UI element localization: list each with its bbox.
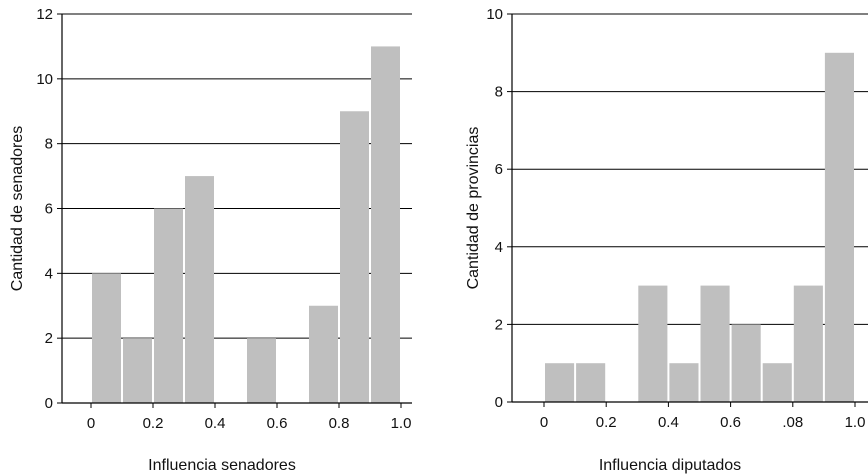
bar — [92, 273, 121, 403]
y-tick-label: 8 — [45, 136, 53, 153]
diputados-histogram: 0 2 4 6 8 10 0 0.2 0.4 0.6 .08 1.0 Influencia diputa… — [465, 6, 868, 474]
y-axis-title: Cantidad de senadores — [9, 126, 26, 291]
y-tick-label: 10 — [486, 6, 503, 23]
x-tick-label: 0.4 — [205, 415, 226, 432]
y-tick-label: 4 — [45, 265, 53, 282]
y-tick-label: 2 — [45, 330, 53, 347]
x-axis-title: Influencia senadores — [148, 457, 296, 474]
senadores-histogram: 0 2 4 6 8 10 12 0 0.2 0.4 0.6 0.8 1.0 Influencia sena… — [9, 6, 412, 474]
x-tick-label: 0.6 — [720, 414, 741, 431]
y-tick-label: 6 — [45, 201, 53, 218]
x-tick-label: 0.4 — [658, 414, 679, 431]
bar — [185, 176, 214, 403]
x-tick-label: 0.2 — [596, 414, 617, 431]
y-tick-label: 10 — [36, 71, 53, 88]
bar — [545, 363, 575, 402]
bar — [700, 285, 730, 402]
x-tick-label: 1.0 — [391, 415, 412, 432]
y-tick-label: 4 — [495, 239, 503, 256]
bar — [154, 208, 183, 403]
bar — [731, 324, 761, 402]
y-tick-label: 0 — [45, 395, 53, 412]
bar — [340, 111, 369, 403]
x-axis-title: Influencia diputados — [599, 457, 741, 474]
y-tick-label: 12 — [36, 6, 53, 23]
bar — [576, 363, 606, 402]
bar — [371, 46, 400, 404]
x-tick-label: .08 — [782, 414, 803, 431]
bar — [824, 52, 854, 403]
x-tick-label: 0.2 — [143, 415, 164, 432]
y-tick-label: 8 — [495, 84, 503, 101]
bar — [638, 285, 668, 402]
y-tick-label: 6 — [495, 161, 503, 178]
x-tick-label: 1.0 — [845, 414, 866, 431]
bar — [247, 338, 276, 403]
x-tick-label: 0 — [87, 415, 95, 432]
y-axis-title: Cantidad de provincias — [465, 127, 482, 290]
x-tick-label: 0.6 — [267, 415, 288, 432]
bar — [123, 338, 152, 403]
x-tick-label: 0.8 — [329, 415, 350, 432]
bar — [793, 285, 823, 402]
bar — [309, 305, 338, 403]
y-tick-label: 0 — [495, 394, 503, 411]
y-tick-label: 2 — [495, 316, 503, 333]
bar — [669, 363, 699, 402]
bar — [762, 363, 792, 402]
x-tick-label: 0 — [540, 414, 548, 431]
